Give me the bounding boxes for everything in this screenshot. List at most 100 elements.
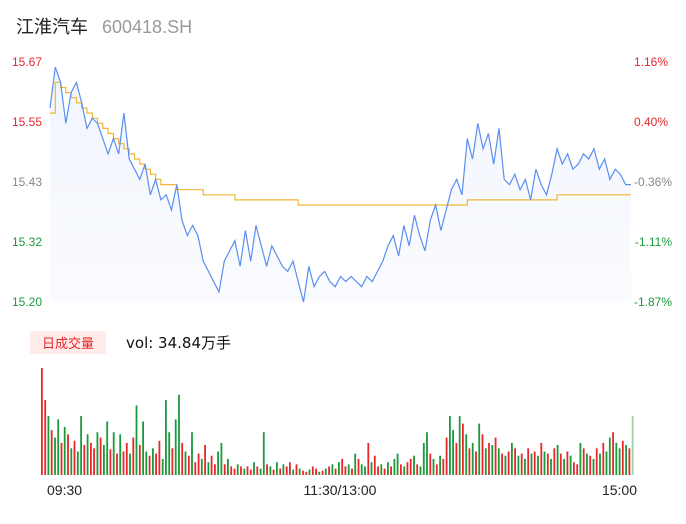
volume-bar (204, 445, 206, 475)
volume-bar (138, 445, 141, 475)
volume-bar (223, 464, 226, 475)
volume-bar (422, 442, 425, 475)
volume-bar (311, 466, 314, 475)
volume-bar (455, 442, 458, 475)
volume-bar (338, 462, 340, 475)
volume-bar (563, 458, 565, 475)
volume-bar (413, 455, 415, 475)
volume-bar (537, 455, 539, 475)
volume-bar (184, 451, 187, 475)
volume-bar (409, 458, 412, 475)
volume-bar (419, 466, 422, 475)
volume-bar (608, 437, 611, 475)
volume-bar (370, 462, 373, 475)
volume-bar (481, 434, 484, 475)
volume-bar (449, 416, 451, 475)
volume-bar (458, 416, 461, 475)
volume-bar (484, 448, 487, 476)
volume-bar (504, 455, 507, 475)
volume-bar (76, 451, 79, 475)
volume-bar (214, 464, 216, 475)
volume-bar (403, 466, 406, 475)
volume-bar (631, 416, 634, 475)
volume-bar (272, 469, 275, 475)
volume-bar (429, 453, 432, 475)
volume-bar (282, 464, 285, 475)
volume-bar (347, 464, 350, 475)
volume-bar (67, 434, 69, 475)
volume-bar (566, 451, 569, 475)
volume-bar (230, 466, 233, 475)
volume-bar (236, 464, 239, 475)
volume-bar (171, 448, 174, 476)
volume-bar (390, 466, 392, 475)
volume-bar (155, 453, 157, 475)
volume-bar (99, 437, 102, 475)
volume-bar (511, 442, 513, 475)
volume-bar (383, 468, 386, 475)
volume-bar (599, 453, 601, 475)
y-tick-label: 15.20 (12, 295, 42, 309)
pct-tick-label: 0.40% (634, 115, 668, 129)
volume-bar (262, 432, 265, 475)
volume-bar (194, 462, 197, 475)
volume-bar (308, 469, 311, 475)
volume-bar (582, 448, 585, 476)
volume-bar (550, 458, 552, 475)
volume-plot (41, 368, 634, 476)
volume-bar (501, 453, 503, 475)
volume-bar (373, 455, 376, 475)
volume-bar (200, 458, 203, 475)
daily-volume-tab[interactable]: 日成交量 (30, 330, 107, 354)
volume-bar (60, 442, 63, 475)
volume-bar (54, 437, 56, 475)
volume-bar (50, 430, 53, 475)
volume-bar (559, 453, 562, 475)
volume-bar (227, 458, 229, 475)
volume-bar (452, 430, 454, 475)
volume-bar (41, 368, 43, 475)
volume-bar (416, 464, 419, 475)
volume-bar (181, 442, 184, 475)
volume-bar (488, 442, 490, 475)
y-tick-label: 15.32 (12, 235, 42, 249)
volume-bar (207, 462, 210, 475)
volume-bar (497, 448, 500, 476)
volume-bar (318, 471, 321, 475)
volume-bar (109, 449, 112, 475)
y-tick-label: 15.55 (12, 115, 42, 129)
volume-bar (197, 453, 200, 475)
volume-bar (517, 455, 520, 475)
pct-tick-label: 1.16% (634, 55, 668, 69)
volume-bar (442, 458, 445, 475)
volume-bar (47, 416, 50, 475)
volume-bar (220, 442, 223, 475)
volume-bar (305, 471, 308, 475)
volume-bar (478, 423, 481, 475)
volume-bar (276, 462, 278, 475)
volume-bar (142, 421, 144, 475)
volume-bar (321, 470, 324, 475)
volume-bar (266, 464, 268, 475)
volume-bar (462, 423, 464, 475)
volume-bar (90, 442, 92, 475)
volume-bar (315, 468, 317, 475)
volume-header: 日成交量 vol: 34.84万手 (30, 330, 231, 354)
volume-bar (595, 448, 598, 476)
volume-bar (524, 458, 526, 475)
volume-bar (621, 440, 624, 475)
volume-bar (246, 466, 249, 475)
volume-value: vol: 34.84万手 (126, 333, 232, 352)
volume-bar (165, 400, 167, 475)
volume-bar (387, 462, 389, 475)
volume-bar (377, 466, 379, 475)
volume-bar (240, 466, 242, 475)
volume-bar (494, 437, 497, 475)
stock-code: 600418.SH (102, 17, 193, 37)
volume-bar (393, 458, 396, 475)
volume-bar (468, 448, 471, 476)
volume-bar (174, 419, 177, 475)
volume-bar (507, 451, 510, 475)
volume-bar (148, 455, 151, 475)
